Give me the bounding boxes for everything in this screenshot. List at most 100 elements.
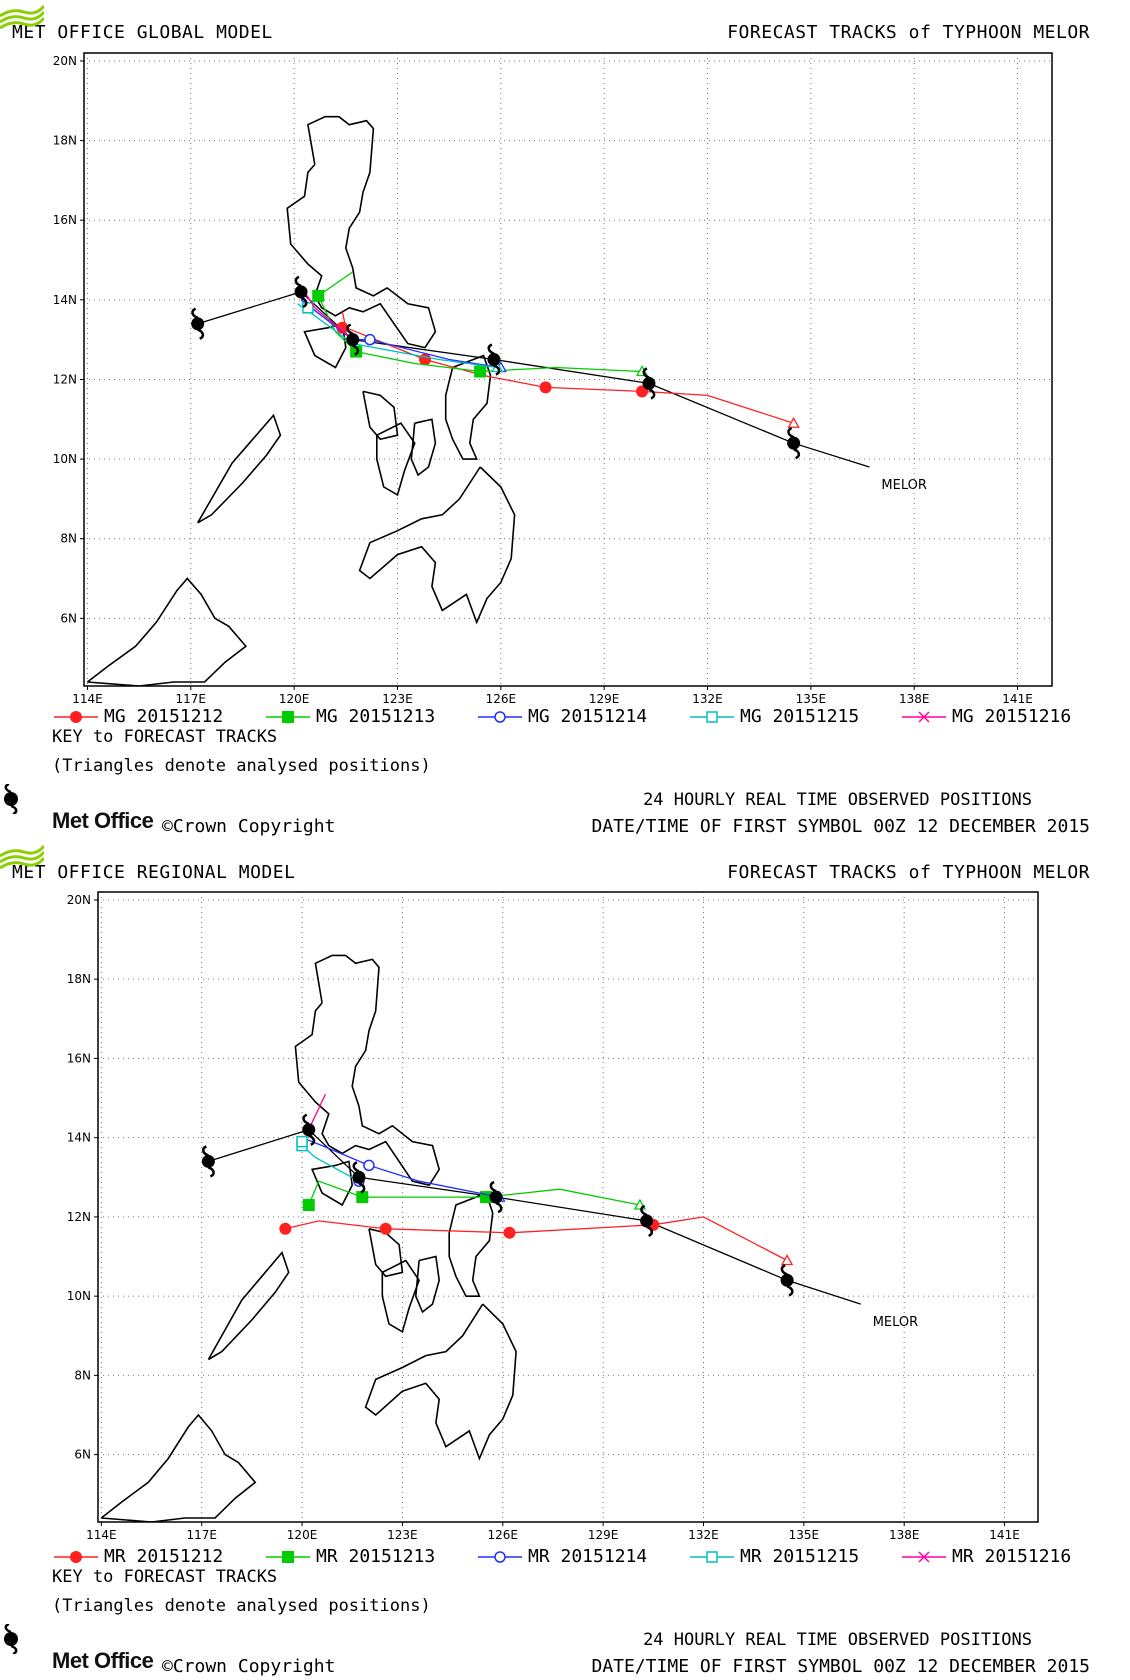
legend-swatch: [902, 1551, 946, 1563]
forecast-point: [296, 1135, 308, 1148]
plot-frame: [97, 891, 1039, 1523]
legend-swatch: [54, 1551, 98, 1563]
key-note: (Triangles denote analysed positions): [52, 1596, 431, 1616]
plot-frame: [83, 52, 1053, 687]
x-tick-label: 141E: [989, 1528, 1020, 1542]
forecast-point: [302, 1199, 315, 1212]
y-tick-label: 10N: [67, 1289, 91, 1303]
forecast-track: [308, 1180, 641, 1206]
typhoon-symbol-icon: [4, 784, 18, 814]
coastline: [100, 1413, 257, 1522]
typhoon-symbol-icon: [294, 275, 308, 309]
coastline: [364, 1303, 517, 1461]
coastline: [362, 390, 399, 441]
x-tick-label: 129E: [589, 692, 620, 706]
x-tick-label: 123E: [382, 692, 413, 706]
y-tick-label: 20N: [67, 893, 91, 907]
legend-marker: [494, 1551, 506, 1563]
x-tick-label: 114E: [86, 1528, 117, 1542]
legend-label: MG 20151216: [952, 706, 1072, 727]
forecast-track: [341, 311, 794, 424]
legend-label: MR 20151213: [316, 1546, 436, 1567]
legend-marker: [706, 711, 718, 723]
forecast-point: [364, 333, 376, 346]
forecast-point: [474, 365, 487, 378]
y-tick-label: 10N: [53, 452, 77, 466]
typhoon-symbol-icon: [352, 1161, 366, 1194]
x-tick-label: 132E: [688, 1528, 719, 1542]
forecast-point: [336, 321, 349, 334]
y-tick-label: 12N: [67, 1210, 91, 1224]
x-tick-label: 117E: [176, 692, 207, 706]
forecast-title: FORECAST TRACKS of TYPHOON MELOR: [727, 22, 1090, 43]
map-body: [86, 115, 870, 686]
met-office-logo-icon: [0, 845, 44, 870]
global-model-panel: MET OFFICE GLOBAL MODEL FORECAST TRACKS …: [0, 5, 1112, 837]
x-tick-label: 135E: [789, 1528, 820, 1542]
forecast-point: [379, 1222, 392, 1235]
legend-label: MG 20151215: [740, 706, 860, 727]
typhoon-symbol-icon: [201, 1145, 215, 1178]
legend-swatch: [478, 1551, 522, 1563]
observed-positions-label: 24 HOURLY REAL TIME OBSERVED POSITIONS: [643, 790, 1032, 810]
coastline: [414, 1255, 441, 1314]
forecast-point: [539, 381, 552, 394]
forecast-point: [356, 1191, 369, 1204]
key-note: (Triangles denote analysed positions): [52, 756, 431, 776]
coastline: [410, 418, 437, 477]
typhoon-symbol-icon: [346, 323, 360, 356]
legend-label: MR 20151216: [952, 1546, 1072, 1567]
forecast-legend: MR 20151212 MR 20151213 MR 20151214 MR 2015…: [52, 1546, 1112, 1568]
coastline: [310, 1160, 354, 1207]
coastline: [286, 115, 437, 349]
typhoon-symbol-icon: [4, 1624, 18, 1654]
forecast-track: [285, 1216, 788, 1262]
track-map: 114E 117E 120E 123E 126E 129E 132E 135E 138E 141E…: [53, 52, 1053, 706]
y-tick-label: 6N: [74, 1448, 91, 1462]
forecast-point: [363, 1159, 375, 1172]
forecast-point: [312, 289, 325, 302]
storm-name-label: MELOR: [881, 478, 926, 493]
forecast-point: [350, 345, 363, 358]
legend-label: MG 20151212: [104, 706, 224, 727]
legend-label: MR 20151212: [104, 1546, 224, 1567]
key-title: KEY to FORECAST TRACKS: [52, 727, 278, 747]
y-tick-label: 14N: [67, 1131, 91, 1145]
first-symbol-datetime: DATE/TIME OF FIRST SYMBOL 00Z 12 DECEMBE…: [591, 1656, 1091, 1677]
y-tick-label: 16N: [53, 213, 77, 227]
y-tick-label: 6N: [60, 611, 77, 625]
regional-model-panel: MET OFFICE REGIONAL MODEL FORECAST TRACK…: [0, 840, 1130, 1680]
legend-swatch: [478, 711, 522, 723]
coastline: [294, 954, 441, 1187]
legend-swatch: [266, 1551, 310, 1563]
coastline: [444, 354, 492, 460]
coastline: [368, 1228, 404, 1278]
legend-marker: [282, 1551, 294, 1563]
forecast-legend: MG 20151212 MG 20151213 MG 20151214 MG 2015…: [52, 706, 1112, 728]
legend-marker: [70, 1551, 82, 1563]
legend-swatch: [266, 711, 310, 723]
legend-marker: [706, 1551, 718, 1563]
typhoon-symbol-icon: [191, 307, 205, 340]
forecast-track: [303, 291, 354, 341]
met-office-logo-icon: [0, 5, 44, 30]
copyright-notice: ©Crown Copyright: [162, 816, 336, 837]
x-tick-label: 138E: [899, 692, 930, 706]
forecast-point: [279, 1222, 292, 1235]
x-tick-label: 135E: [796, 692, 827, 706]
typhoon-symbol-icon: [787, 426, 801, 460]
coastline: [197, 413, 282, 524]
storm-name-label: MELOR: [873, 1315, 918, 1330]
x-tick-label: 138E: [889, 1528, 920, 1542]
coastline: [376, 422, 416, 497]
forecast-track: [308, 1093, 327, 1130]
model-title: MET OFFICE GLOBAL MODEL: [12, 22, 273, 43]
legend-swatch: [54, 711, 98, 723]
y-tick-label: 8N: [60, 532, 77, 546]
legend-marker: [494, 711, 506, 723]
track-map: 114E 117E 120E 123E 126E 129E 132E 135E 138E 141E…: [67, 891, 1039, 1542]
x-tick-label: 132E: [692, 692, 723, 706]
model-title: MET OFFICE REGIONAL MODEL: [12, 862, 296, 883]
legend-label: MG 20151213: [316, 706, 436, 727]
x-tick-label: 141E: [1002, 692, 1033, 706]
